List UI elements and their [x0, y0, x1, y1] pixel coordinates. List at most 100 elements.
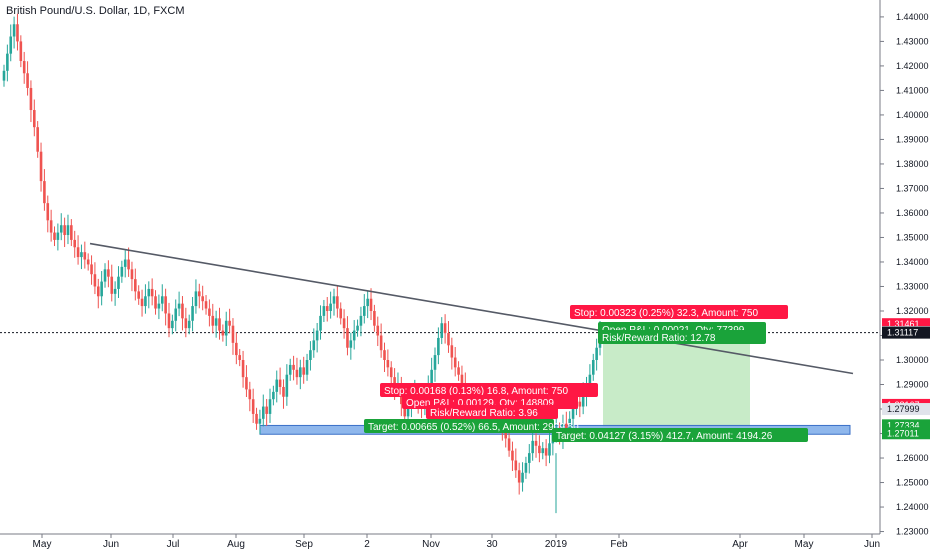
candle[interactable]	[285, 364, 289, 406]
candle[interactable]	[453, 347, 457, 377]
candle[interactable]	[517, 462, 521, 495]
candle[interactable]	[187, 314, 191, 335]
candle[interactable]	[191, 297, 194, 332]
candle[interactable]	[204, 295, 208, 315]
candle[interactable]	[450, 337, 454, 370]
candle[interactable]	[292, 355, 295, 381]
candle[interactable]	[134, 268, 137, 301]
candle[interactable]	[369, 288, 373, 321]
candle[interactable]	[366, 291, 369, 319]
candle[interactable]	[73, 230, 77, 258]
candle[interactable]	[595, 338, 598, 371]
candle[interactable]	[386, 349, 390, 377]
candle[interactable]	[356, 319, 359, 337]
candle[interactable]	[524, 456, 528, 479]
candle[interactable]	[107, 260, 110, 288]
candle[interactable]	[251, 388, 255, 423]
candle[interactable]	[288, 358, 292, 381]
candle[interactable]	[154, 290, 157, 315]
candle[interactable]	[29, 80, 33, 123]
candle[interactable]	[346, 316, 349, 356]
candle[interactable]	[59, 213, 63, 241]
candle[interactable]	[278, 367, 282, 395]
candle[interactable]	[527, 444, 531, 474]
candle[interactable]	[275, 370, 279, 403]
candle[interactable]	[12, 16, 16, 49]
candle[interactable]	[248, 381, 252, 412]
candle[interactable]	[591, 353, 595, 381]
candle[interactable]	[16, 13, 19, 51]
candle[interactable]	[90, 255, 93, 285]
candle[interactable]	[507, 432, 511, 457]
candle[interactable]	[258, 409, 262, 435]
candle[interactable]	[157, 294, 161, 320]
candle[interactable]	[302, 356, 305, 384]
candle[interactable]	[164, 288, 167, 326]
candle[interactable]	[437, 327, 440, 365]
candle[interactable]	[221, 324, 225, 342]
candle[interactable]	[174, 299, 178, 332]
candle[interactable]	[544, 439, 548, 467]
candle[interactable]	[9, 24, 13, 62]
candle[interactable]	[336, 285, 339, 318]
candle[interactable]	[167, 302, 171, 338]
candle[interactable]	[319, 305, 322, 340]
candle[interactable]	[265, 398, 268, 426]
candle[interactable]	[76, 235, 80, 265]
candle[interactable]	[312, 328, 316, 358]
candle[interactable]	[238, 348, 242, 367]
candle[interactable]	[534, 433, 538, 458]
candle[interactable]	[214, 310, 218, 338]
candle[interactable]	[443, 314, 447, 344]
candle[interactable]	[127, 247, 130, 277]
candle[interactable]	[352, 320, 356, 350]
candles[interactable]	[2, 13, 602, 514]
candle[interactable]	[231, 318, 235, 355]
candle[interactable]	[113, 281, 117, 306]
candle[interactable]	[184, 307, 188, 338]
candle[interactable]	[66, 214, 70, 245]
candle[interactable]	[389, 361, 393, 384]
candle[interactable]	[309, 341, 312, 371]
candle[interactable]	[39, 142, 43, 192]
candle[interactable]	[218, 307, 221, 340]
candle[interactable]	[245, 365, 248, 398]
candle[interactable]	[255, 407, 258, 430]
candle[interactable]	[53, 226, 56, 247]
trendline-line[interactable]	[89, 242, 854, 375]
candle[interactable]	[514, 448, 518, 478]
candle[interactable]	[19, 35, 23, 68]
candle[interactable]	[383, 342, 386, 373]
candle[interactable]	[299, 359, 302, 390]
candle[interactable]	[194, 279, 198, 314]
candle[interactable]	[150, 278, 154, 306]
candle[interactable]	[433, 347, 437, 382]
candle[interactable]	[49, 209, 53, 242]
candle[interactable]	[447, 321, 450, 353]
candle[interactable]	[83, 241, 87, 269]
candle[interactable]	[457, 361, 460, 381]
candle[interactable]	[46, 195, 50, 233]
candle[interactable]	[359, 306, 363, 337]
candle[interactable]	[123, 250, 127, 278]
candle[interactable]	[130, 261, 134, 292]
candle[interactable]	[43, 169, 46, 211]
candle[interactable]	[86, 253, 90, 271]
candle[interactable]	[362, 294, 366, 324]
candle[interactable]	[144, 284, 147, 314]
candle[interactable]	[548, 431, 551, 464]
candle[interactable]	[241, 350, 245, 388]
candle[interactable]	[268, 388, 272, 423]
candle[interactable]	[56, 223, 60, 251]
candle[interactable]	[282, 379, 285, 409]
candle[interactable]	[531, 428, 534, 461]
candle[interactable]	[339, 302, 343, 325]
candle[interactable]	[440, 317, 444, 345]
candle[interactable]	[120, 260, 124, 283]
candle[interactable]	[6, 44, 9, 82]
candle[interactable]	[110, 264, 114, 302]
candle[interactable]	[235, 332, 238, 365]
y-axis[interactable]: 1.44000 1.43000 1.42000 1.41000 1.40000 1.390…	[0, 0, 929, 537]
candle[interactable]	[177, 291, 181, 317]
